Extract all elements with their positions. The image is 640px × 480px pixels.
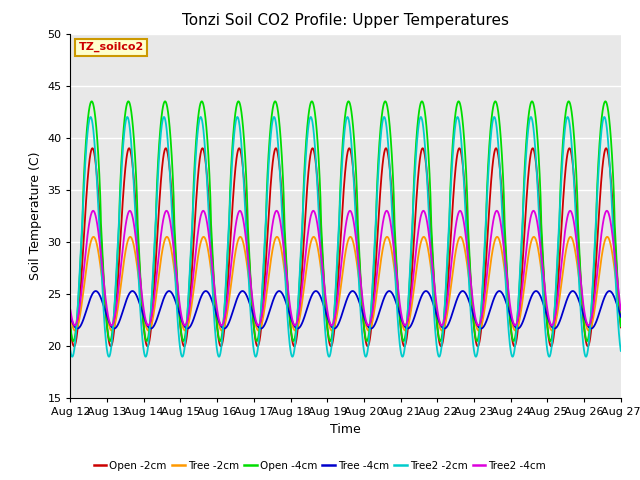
Title: Tonzi Soil CO2 Profile: Upper Temperatures: Tonzi Soil CO2 Profile: Upper Temperatur… xyxy=(182,13,509,28)
Legend: Open -2cm, Tree -2cm, Open -4cm, Tree -4cm, Tree2 -2cm, Tree2 -4cm: Open -2cm, Tree -2cm, Open -4cm, Tree -4… xyxy=(90,456,550,475)
X-axis label: Time: Time xyxy=(330,423,361,436)
Y-axis label: Soil Temperature (C): Soil Temperature (C) xyxy=(29,152,42,280)
Text: TZ_soilco2: TZ_soilco2 xyxy=(79,42,144,52)
